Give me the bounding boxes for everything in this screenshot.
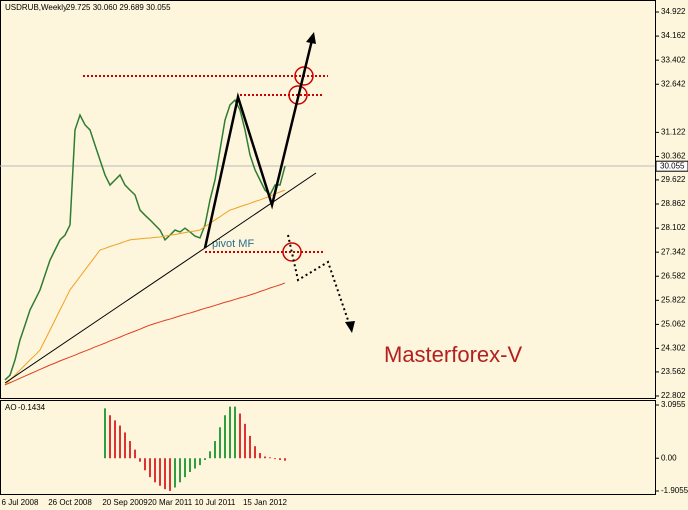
y-tick-label: 32.642: [661, 79, 686, 88]
y-tick-label: 34.162: [661, 31, 686, 40]
circle: [288, 85, 308, 105]
annotation: pivot MF: [212, 238, 254, 250]
price-frame: [0, 0, 656, 399]
y-tick-label: 24.302: [661, 344, 686, 353]
price-line: [4, 282, 286, 386]
arrow-head: [345, 321, 355, 333]
y-tick-label: 26.582: [661, 271, 686, 280]
circle: [294, 66, 314, 86]
circle: [282, 242, 302, 262]
y-tick-label: 28.862: [661, 199, 686, 208]
current-price: 30.055: [660, 161, 685, 170]
y-tick-label: 22.802: [661, 391, 686, 400]
y-tick-label: 23.562: [661, 367, 686, 376]
x-tick-label: 10 Jul 2011: [195, 498, 236, 507]
x-tick-label: 15 Jan 2012: [243, 498, 288, 507]
price-box: [655, 160, 688, 172]
symbol: USDRUB,Weekly: [5, 3, 67, 12]
ao-value: -0.1434: [18, 403, 46, 412]
price-line: [4, 189, 286, 386]
y-tick-label: 33.402: [661, 55, 686, 64]
ao-frame: [0, 400, 656, 495]
y-tick-label: 30.362: [661, 152, 686, 161]
y-tick-label: 29.622: [661, 175, 686, 184]
y-tick-label: 25.062: [661, 320, 686, 329]
wave-arrow: [203, 39, 314, 249]
arrow-head: [306, 32, 316, 44]
y-tick-label: 25.822: [661, 295, 686, 304]
ao-label: AO: [5, 403, 17, 412]
annotations: [4, 32, 355, 384]
y-tick-label: 0.00: [661, 453, 677, 462]
x-tick-label: 26 Oct 2008: [48, 498, 92, 507]
x-tick-label: 20 Mar 2011: [148, 498, 193, 507]
price-line: [4, 98, 286, 381]
y-tick-label: 3.0955: [661, 400, 686, 409]
y-tick-label: 28.102: [661, 223, 686, 232]
trend-line: [4, 172, 317, 384]
y-tick-label: 27.342: [661, 247, 686, 256]
quote: 29.725 30.060 29.689 30.055: [66, 3, 171, 12]
y-tick-label: -1.9055: [661, 486, 688, 495]
y-tick-label: 31.122: [661, 128, 686, 137]
x-tick-label: 6 Jul 2008: [2, 498, 39, 507]
y-tick-label: 34.922: [661, 7, 686, 16]
x-tick-label: 20 Sep 2009: [102, 498, 148, 507]
annotation: Masterforex-V: [384, 342, 522, 367]
